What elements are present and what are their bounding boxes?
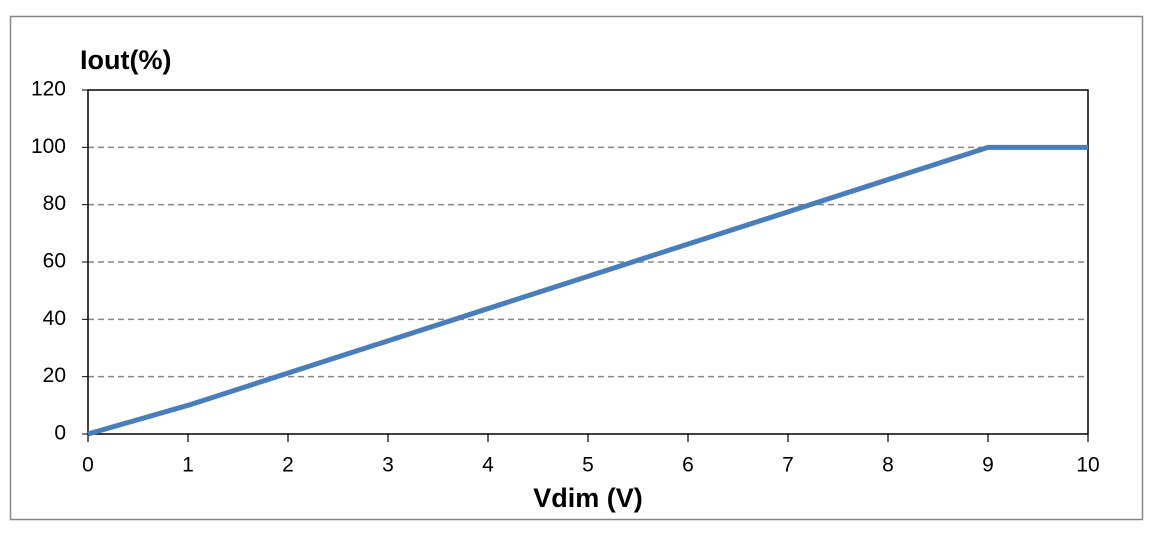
- x-tick-label: 6: [682, 454, 694, 477]
- y-tick-label: 20: [43, 364, 66, 387]
- x-tick-label: 10: [1076, 454, 1099, 477]
- y-tick-label: 100: [31, 135, 66, 158]
- x-tick-label: 0: [82, 454, 94, 477]
- plot-frame: [87, 89, 1089, 435]
- x-tick-label: 4: [482, 454, 494, 477]
- x-tick-label: 3: [382, 454, 394, 477]
- x-tick-label: 9: [982, 454, 994, 477]
- y-tick-label: 120: [31, 78, 66, 101]
- x-tick-label: 5: [582, 454, 594, 477]
- chart-border: [9, 15, 1144, 521]
- y-axis-title: Iout(%): [80, 45, 171, 75]
- y-tick-label: 40: [43, 307, 66, 330]
- x-tick-label: 7: [782, 454, 794, 477]
- data-line: [87, 144, 1088, 437]
- y-tick-label: 80: [43, 192, 66, 215]
- y-tick-label: 60: [43, 250, 66, 273]
- y-tick-label: 0: [54, 422, 66, 445]
- x-tick-label: 2: [282, 454, 294, 477]
- x-tick-label: 8: [882, 454, 894, 477]
- x-axis-title: Vdim (V): [533, 483, 643, 513]
- x-tick-label: 1: [182, 454, 194, 477]
